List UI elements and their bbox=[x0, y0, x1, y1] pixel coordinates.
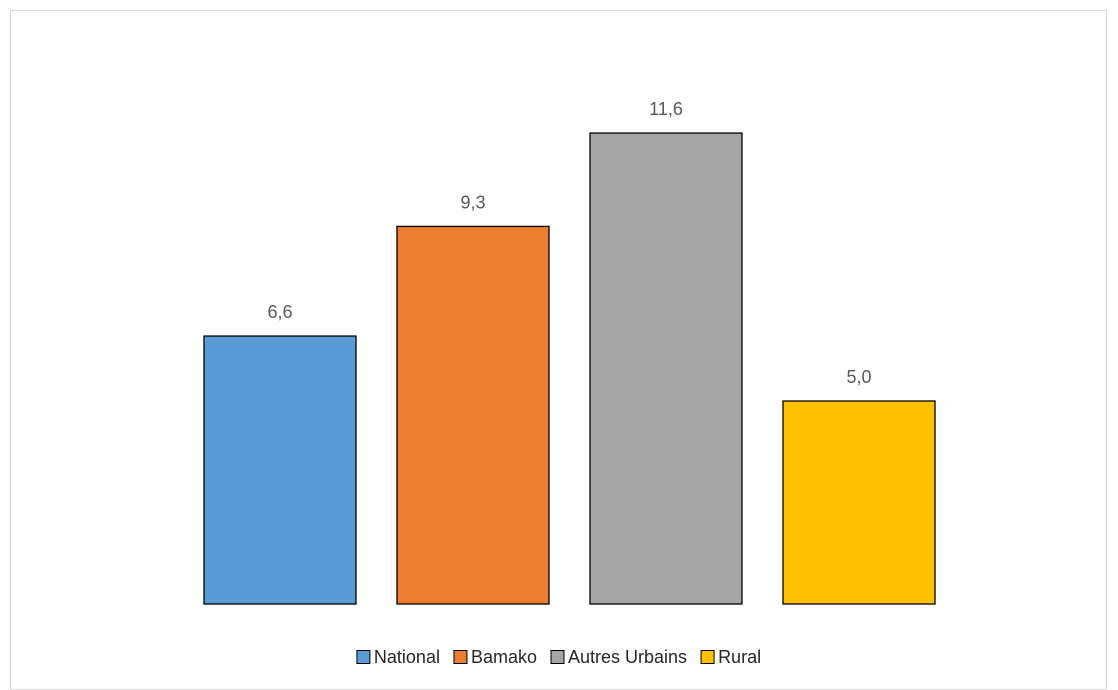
legend-label-national: National bbox=[374, 647, 440, 667]
data-label-bamako: 9,3 bbox=[460, 192, 485, 212]
data-labels-layer: 6,6 9,3 11,6 5,0 bbox=[267, 99, 871, 387]
legend-label-autres-urbains: Autres Urbains bbox=[568, 647, 687, 667]
legend-swatch-national bbox=[356, 650, 371, 664]
data-label-autres-urbains: 11,6 bbox=[649, 99, 683, 119]
legend-swatch-bamako bbox=[453, 650, 468, 664]
legend-label-bamako: Bamako bbox=[471, 647, 537, 667]
legend: National Bamako Autres Urbains Rural bbox=[356, 647, 761, 667]
bar-national bbox=[203, 335, 357, 605]
legend-swatch-rural bbox=[700, 650, 715, 664]
legend-label-rural: Rural bbox=[718, 647, 761, 667]
bar-bamako bbox=[396, 225, 550, 605]
data-label-rural: 5,0 bbox=[846, 367, 871, 387]
bars-layer bbox=[203, 132, 936, 605]
bar-autres-urbains bbox=[589, 132, 743, 605]
data-label-national: 6,6 bbox=[267, 302, 292, 322]
bar-rural bbox=[782, 400, 936, 605]
legend-swatch-autres-urbains bbox=[550, 650, 565, 664]
